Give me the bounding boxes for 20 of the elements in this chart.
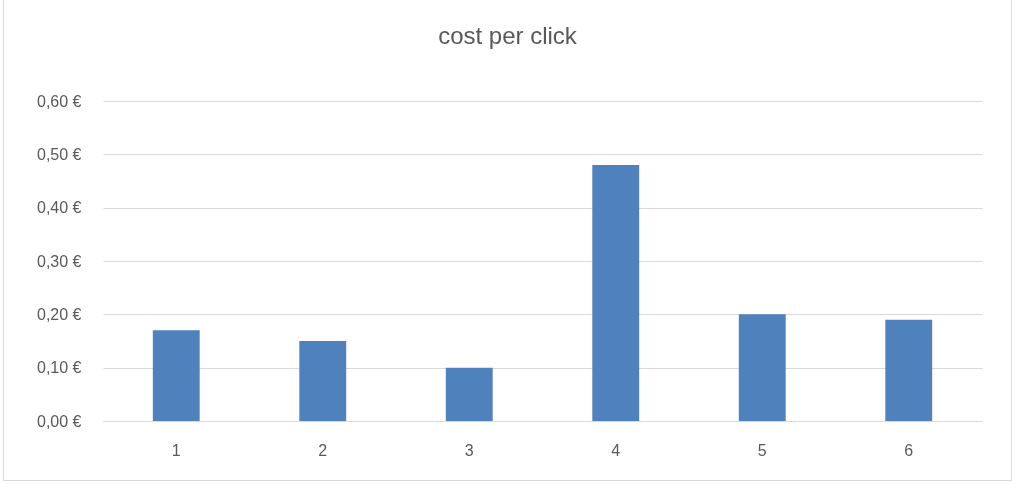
bar bbox=[299, 341, 347, 421]
x-tick-label: 3 bbox=[464, 441, 474, 459]
y-tick-label: 0,30 € bbox=[37, 252, 82, 270]
y-tick-label: 0,20 € bbox=[37, 305, 82, 323]
x-tick-label: 4 bbox=[611, 441, 621, 459]
chart-title: cost per click bbox=[438, 22, 578, 49]
y-tick-label: 0,60 € bbox=[37, 92, 82, 110]
y-tick-label: 0,10 € bbox=[37, 359, 82, 377]
x-tick-label: 5 bbox=[757, 441, 767, 459]
x-tick-label: 2 bbox=[318, 441, 328, 459]
bar bbox=[885, 319, 933, 421]
y-tick-label: 0,00 € bbox=[37, 412, 82, 430]
x-tick-label: 6 bbox=[904, 441, 914, 459]
bar bbox=[445, 367, 493, 421]
y-tick-label: 0,50 € bbox=[37, 145, 82, 163]
y-tick-label: 0,40 € bbox=[37, 199, 82, 217]
x-tick-label: 1 bbox=[171, 441, 181, 459]
bar bbox=[592, 165, 640, 421]
bar bbox=[152, 330, 200, 421]
bar bbox=[738, 314, 786, 421]
